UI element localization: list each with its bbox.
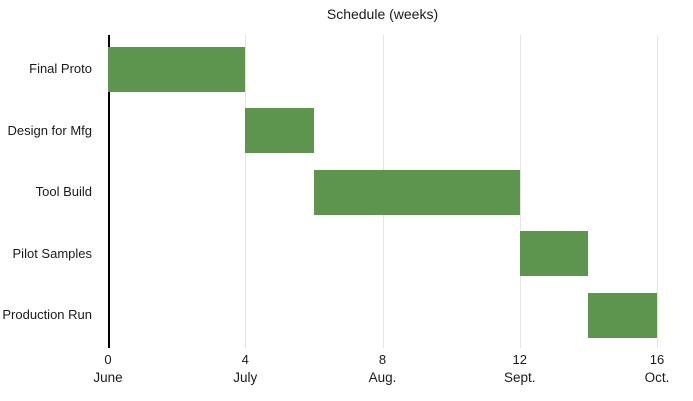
category-label-pilot-samples: Pilot Samples [12,245,92,261]
x-tick-label-8: 8 [378,352,387,367]
x-tick-label-16: 16 [649,352,665,367]
category-label-tool-build: Tool Build [35,184,92,199]
gridline-week-16 [657,35,658,348]
gridline-week-4 [245,35,247,348]
gantt-bar-final-proto [108,46,246,92]
chart-title: Schedule (weeks) [326,6,439,22]
x-month-label-sept: Sept. [503,370,536,385]
plot-area [108,35,658,348]
x-month-label-july: July [233,370,258,385]
gantt-bar-pilot-samples [519,231,589,276]
y-axis-line [108,35,110,348]
gantt-bar-tool-build [313,169,520,215]
category-label-design-for-mfg: Design for Mfg [7,122,92,138]
x-tick-label-12: 12 [512,352,527,367]
gridline-week-12 [519,35,521,348]
x-tick-label-0: 0 [104,352,112,367]
x-month-label-oct: Oct. [644,370,670,385]
category-label-production-run: Production Run [2,307,92,322]
gantt-bar-design-for-mfg [245,108,314,153]
x-tick-label-4: 4 [241,352,249,367]
gantt-bar-production-run [588,292,657,338]
category-label-final-proto: Final Proto [29,61,92,76]
x-month-label-aug: Aug. [368,370,397,385]
x-month-label-june: June [93,370,123,385]
